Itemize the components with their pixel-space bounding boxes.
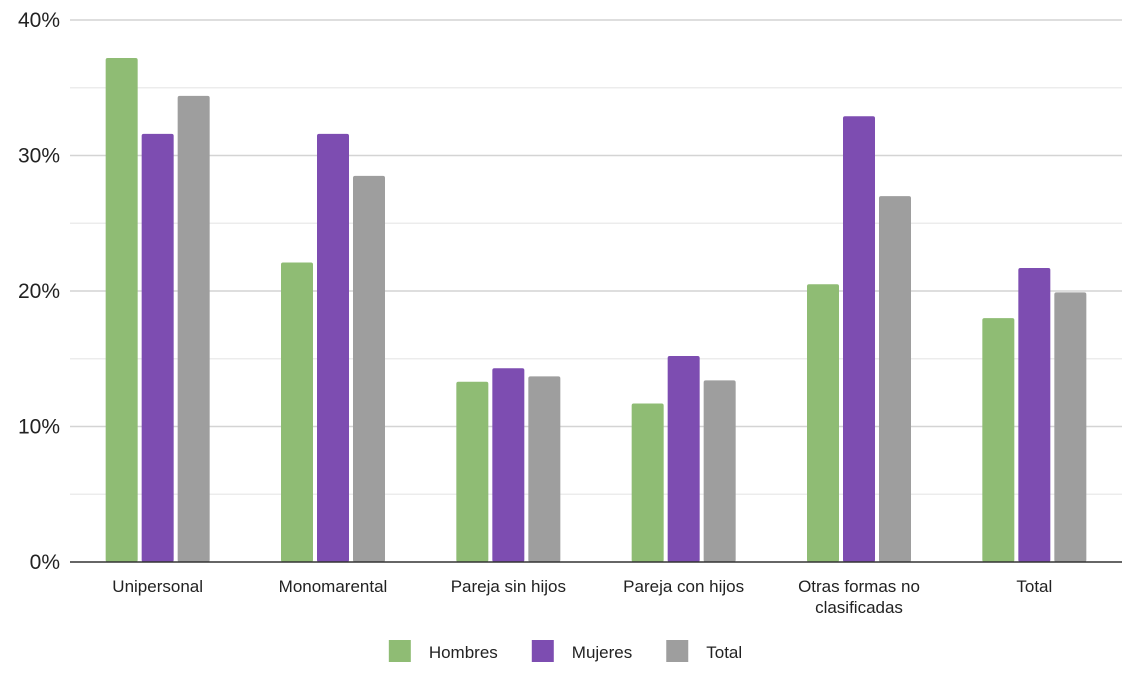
x-tick-label: Pareja con hijos xyxy=(623,577,744,596)
bar-hombres xyxy=(982,318,1015,562)
legend-swatch xyxy=(666,640,689,662)
y-tick-label: 20% xyxy=(18,280,60,303)
bar-mujeres xyxy=(141,133,174,562)
x-tick-label: Unipersonal xyxy=(112,577,203,596)
legend-item-mujeres: Mujeres xyxy=(531,640,632,662)
axes: 0% 10% 20% 30% 40% Unipersonal Monomarental Par… xyxy=(18,9,1122,617)
bar-mujeres xyxy=(843,116,875,562)
bar-hombres xyxy=(105,57,138,562)
legend-label: Total xyxy=(706,643,742,662)
y-tick-label: 40% xyxy=(18,9,60,32)
bar-mujeres xyxy=(492,368,525,562)
x-tick-label: Otras formas no clasificadas xyxy=(798,577,920,617)
legend-label: Hombres xyxy=(429,643,498,662)
bar-total xyxy=(879,196,911,562)
bar-mujeres xyxy=(317,133,349,562)
legend: Hombres Mujeres Total xyxy=(388,640,742,662)
legend-label: Mujeres xyxy=(572,643,632,662)
y-tick-label: 30% xyxy=(18,145,60,168)
bar-hombres xyxy=(281,262,313,562)
bar-mujeres xyxy=(1018,267,1051,562)
y-tick-label: 10% xyxy=(18,416,60,439)
y-tick-label: 0% xyxy=(30,551,60,574)
legend-item-total: Total xyxy=(666,640,742,662)
x-tick-label: Total xyxy=(1016,577,1052,596)
bar-total xyxy=(528,376,561,562)
bar-hombres xyxy=(631,403,664,562)
x-tick-label: Monomarental xyxy=(279,577,388,596)
bars xyxy=(105,57,1087,562)
bar-mujeres xyxy=(667,356,700,562)
x-tick-label: Pareja sin hijos xyxy=(451,577,566,596)
legend-swatch xyxy=(531,640,554,662)
bar-hombres xyxy=(456,381,489,562)
gridlines xyxy=(70,19,1122,495)
bar-total xyxy=(703,380,736,562)
bar-hombres xyxy=(807,284,839,562)
legend-item-hombres: Hombres xyxy=(388,640,498,662)
bar-total xyxy=(1054,292,1087,562)
legend-swatch xyxy=(388,640,411,662)
bar-total xyxy=(353,175,385,562)
bar-total xyxy=(177,95,210,562)
